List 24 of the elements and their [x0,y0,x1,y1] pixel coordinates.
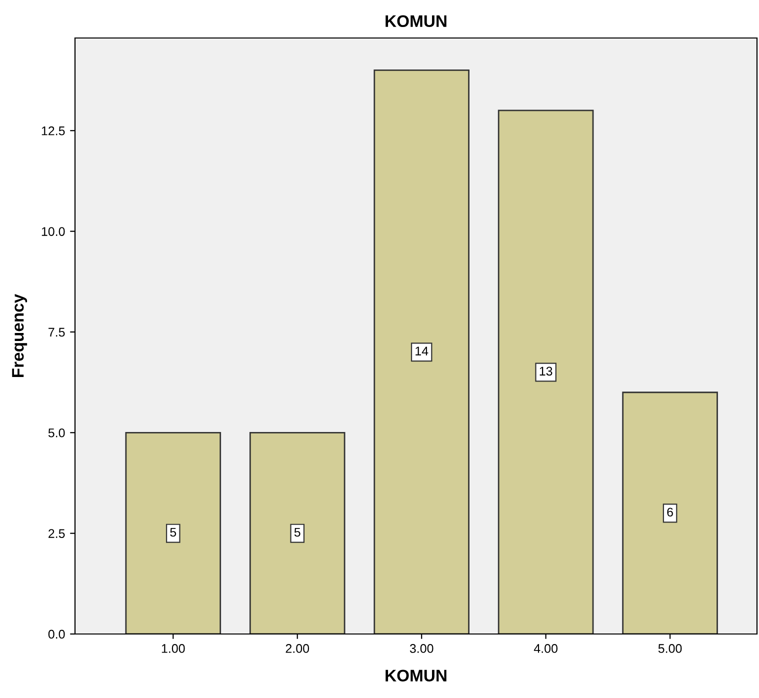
bar [249,432,346,634]
chart-title: KOMUN [386,15,446,28]
x-tick-label: 2.00 [286,644,310,653]
data-label: 5 [294,528,300,537]
data-label: 13 [540,366,552,376]
y-tick-label: 0.0 [48,630,65,639]
data-label: 5 [170,528,176,537]
data-label: 6 [667,508,673,517]
bar [498,110,594,634]
y-tick-label: 10.0 [42,227,65,236]
x-tick-label: 4.00 [534,644,558,653]
x-tick-label: 1.00 [162,644,185,653]
y-tick-label: 7.5 [48,328,65,337]
y-axis-title: Frequency [12,294,28,378]
y-tick-label: 12.5 [42,126,65,136]
x-tick-label: 5.00 [658,644,682,653]
data-label: 14 [416,346,428,356]
x-tick-label: 3.00 [410,644,434,653]
bar [622,392,718,634]
bar [125,432,222,634]
y-tick-label: 2.5 [48,529,65,538]
x-axis-title: KOMUN [386,670,446,682]
bar [374,70,470,634]
y-tick-label: 5.0 [48,428,65,438]
